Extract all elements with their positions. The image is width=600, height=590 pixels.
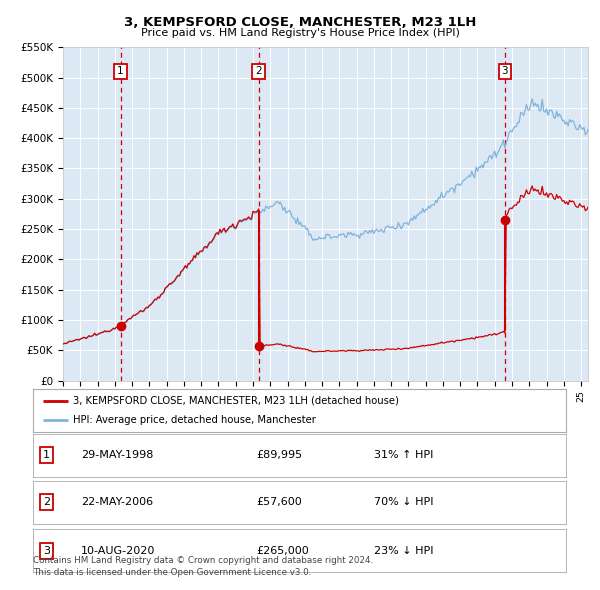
Text: £89,995: £89,995 <box>257 450 303 460</box>
Text: 1: 1 <box>117 67 124 77</box>
Text: 1: 1 <box>43 450 50 460</box>
Text: 3, KEMPSFORD CLOSE, MANCHESTER, M23 1LH (detached house): 3, KEMPSFORD CLOSE, MANCHESTER, M23 1LH … <box>73 396 399 406</box>
Text: HPI: Average price, detached house, Manchester: HPI: Average price, detached house, Manc… <box>73 415 316 425</box>
Text: Price paid vs. HM Land Registry's House Price Index (HPI): Price paid vs. HM Land Registry's House … <box>140 28 460 38</box>
Text: 3: 3 <box>43 546 50 556</box>
Text: 31% ↑ HPI: 31% ↑ HPI <box>374 450 433 460</box>
Text: 3, KEMPSFORD CLOSE, MANCHESTER, M23 1LH: 3, KEMPSFORD CLOSE, MANCHESTER, M23 1LH <box>124 16 476 29</box>
Text: 70% ↓ HPI: 70% ↓ HPI <box>374 497 433 507</box>
Text: 10-AUG-2020: 10-AUG-2020 <box>81 546 155 556</box>
Text: Contains HM Land Registry data © Crown copyright and database right 2024.
This d: Contains HM Land Registry data © Crown c… <box>33 556 373 577</box>
Text: 29-MAY-1998: 29-MAY-1998 <box>81 450 154 460</box>
Text: £265,000: £265,000 <box>257 546 310 556</box>
Text: 2: 2 <box>43 497 50 507</box>
Text: 3: 3 <box>502 67 508 77</box>
Text: 2: 2 <box>256 67 262 77</box>
Text: 23% ↓ HPI: 23% ↓ HPI <box>374 546 433 556</box>
Text: £57,600: £57,600 <box>257 497 302 507</box>
Text: 22-MAY-2006: 22-MAY-2006 <box>81 497 153 507</box>
